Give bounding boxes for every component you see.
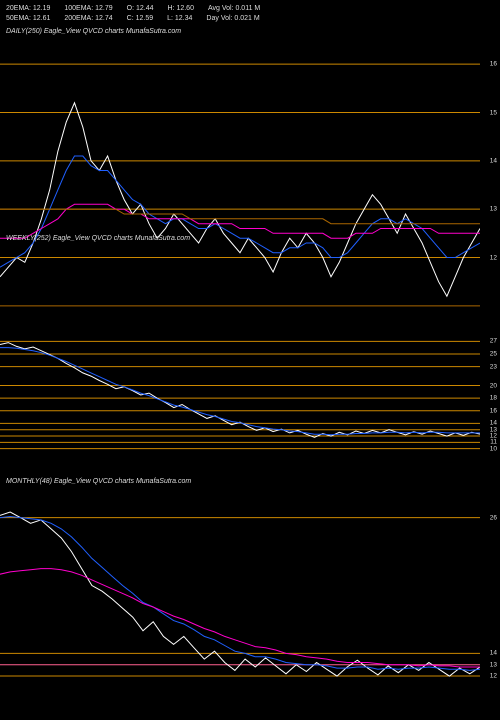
monthly-svg — [0, 495, 480, 710]
stat-item: L: 12.34 — [167, 14, 192, 24]
stat-item: C: 12.59 — [127, 14, 153, 24]
stat-item: O: 12.44 — [127, 4, 154, 14]
daily-panel — [0, 40, 500, 330]
monthly-panel — [0, 495, 500, 710]
stat-item: 200EMA: 12.74 — [64, 14, 112, 24]
weekly-panel — [0, 335, 500, 455]
header-stats: 20EMA: 12.19 100EMA: 12.79 O: 12.44 H: 12.6… — [6, 4, 260, 24]
weekly-svg — [0, 335, 480, 455]
stat-row-2: 50EMA: 12.61 200EMA: 12.74 C: 12.59 L: 12.3… — [6, 14, 260, 24]
stat-item: Day Vol: 0.021 M — [206, 14, 259, 24]
stat-item: Avg Vol: 0.011 M — [208, 4, 260, 14]
daily-svg — [0, 40, 480, 330]
daily-title: DAILY(250) Eagle_View QVCD charts Munafa… — [6, 28, 181, 35]
stat-item: 20EMA: 12.19 — [6, 4, 50, 14]
weekly-title: WEEKLY(252) Eagle_View QVCD charts Munaf… — [6, 235, 190, 242]
stat-item: 100EMA: 12.79 — [64, 4, 112, 14]
stat-row-1: 20EMA: 12.19 100EMA: 12.79 O: 12.44 H: 12.6… — [6, 4, 260, 14]
stat-item: H: 12.60 — [168, 4, 194, 14]
monthly-title: MONTHLY(48) Eagle_View QVCD charts Munaf… — [6, 478, 191, 485]
stat-item: 50EMA: 12.61 — [6, 14, 50, 24]
